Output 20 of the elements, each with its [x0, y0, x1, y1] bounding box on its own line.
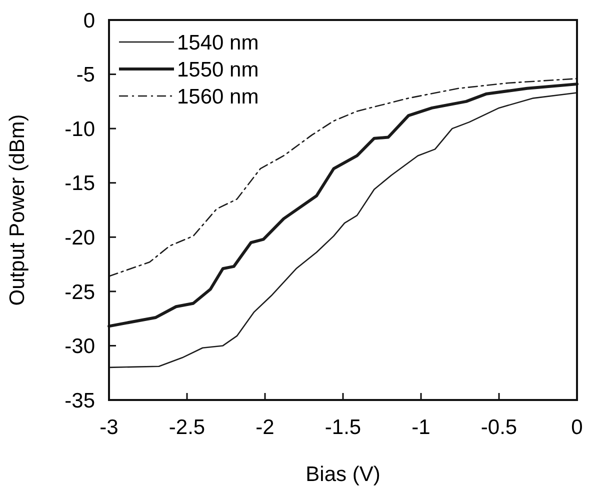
y-tick-label: -15 [64, 172, 95, 196]
y-tick-label: -25 [64, 280, 95, 304]
x-tick-label: -3 [100, 416, 118, 439]
x-tick-label: -0.5 [480, 416, 518, 439]
y-tick-label: -10 [64, 118, 95, 141]
legend-label: 1540 nm [177, 31, 259, 54]
y-tick-label: -30 [64, 335, 95, 358]
x-tick-label: -2 [256, 416, 274, 439]
x-tick-label: -1 [412, 416, 430, 439]
x-axis-title: Bias (V) [306, 463, 380, 486]
y-tick-label: -5 [76, 64, 95, 87]
x-tick-label: -2.5 [168, 416, 206, 439]
legend-label: 1560 nm [177, 85, 259, 108]
x-tick-label: 0 [571, 416, 583, 439]
y-axis-title: Output Power (dBm) [6, 114, 29, 306]
y-tick-label: 0 [83, 9, 95, 32]
y-tick-label: -35 [64, 389, 95, 412]
y-tick-label: -20 [64, 226, 95, 250]
x-tick-label: -1.5 [324, 416, 362, 439]
legend-label: 1550 nm [177, 58, 259, 82]
